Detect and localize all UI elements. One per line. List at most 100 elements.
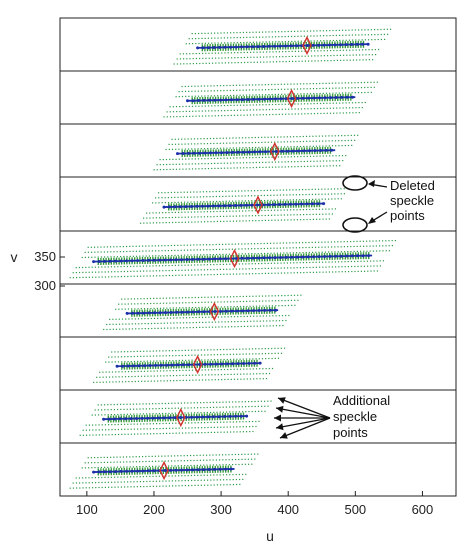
arrow-line	[277, 397, 331, 419]
speckle-row	[72, 265, 381, 274]
speckle-row	[106, 319, 287, 326]
panel-2	[59, 70, 457, 125]
blue-points	[196, 42, 370, 50]
speckle-row	[176, 54, 377, 60]
annotation-line: speckle	[333, 409, 377, 424]
center-marker	[209, 301, 220, 322]
speckle-row	[165, 144, 353, 151]
speckle-row	[103, 325, 284, 331]
speckle-row	[84, 245, 393, 253]
speckle-row	[97, 400, 272, 406]
arrow-head	[276, 423, 284, 431]
blue-points	[115, 361, 262, 368]
panels-group	[59, 17, 457, 497]
arrow-line	[279, 417, 331, 439]
speckle-row	[178, 86, 375, 93]
speckle-row	[82, 425, 257, 431]
deleted-ellipse-bottom	[342, 217, 368, 233]
y-axis-label: v	[11, 249, 18, 265]
x-axis-label: u	[266, 528, 274, 544]
speckle-row	[152, 198, 342, 204]
speckle-row	[105, 357, 280, 363]
annotation-line: points	[390, 208, 425, 223]
arrow-head	[368, 217, 376, 224]
speckle-row	[155, 193, 345, 199]
panel-frame	[59, 70, 457, 125]
panel-3	[59, 123, 457, 178]
speckle-row	[108, 352, 283, 358]
center-marker	[192, 354, 203, 375]
speckle-row	[87, 453, 259, 459]
annotation-deleted: Deleted speckle points	[342, 175, 435, 233]
panel-6	[59, 283, 457, 338]
panel-frame	[59, 442, 457, 497]
center-marker	[253, 195, 263, 215]
speckle-row	[166, 107, 363, 113]
x-axis: 100 200 300 400 500 600	[76, 491, 433, 517]
speckle-row	[158, 188, 348, 194]
panel-7	[59, 336, 457, 391]
speckle-row	[72, 478, 244, 484]
center-marker	[176, 407, 186, 428]
speckle-row	[171, 134, 359, 140]
blue-points	[176, 148, 333, 156]
panel-9	[59, 442, 457, 497]
y-tick-label: 350	[34, 249, 56, 264]
blue-points	[162, 202, 325, 209]
speckle-row	[188, 33, 389, 40]
blue-points	[92, 254, 371, 264]
annotation-line: points	[333, 425, 368, 440]
speckle-row	[143, 213, 333, 219]
annotation-line: Deleted	[390, 178, 435, 193]
speckle-row	[169, 101, 366, 108]
speckle-row	[118, 299, 299, 305]
speckle-row	[69, 270, 378, 279]
panel-5	[59, 230, 457, 285]
panel-8	[59, 389, 457, 444]
speckle-row	[81, 250, 390, 259]
speckle-row	[69, 483, 241, 489]
center-marker	[269, 141, 280, 162]
speckle-row	[163, 112, 360, 118]
speckle-row	[94, 405, 269, 411]
speckle-row	[75, 473, 247, 479]
x-tick-label: 300	[210, 502, 232, 517]
speckle-row	[173, 59, 374, 65]
speckle-row	[191, 28, 392, 35]
annotation-deleted-text: Deleted speckle points	[390, 178, 435, 223]
speckle-row	[85, 420, 260, 426]
arrow-line	[275, 417, 331, 429]
deleted-ellipse-top	[342, 175, 368, 191]
center-marker	[159, 460, 169, 481]
y-tick-label: 300	[34, 278, 56, 293]
arrow-head	[280, 432, 288, 439]
speckle-row	[84, 458, 256, 464]
arrow-head	[368, 180, 375, 187]
blue-points	[102, 414, 249, 421]
arrow-head	[276, 405, 284, 413]
speckle-row	[109, 314, 290, 320]
speckle-row	[179, 48, 380, 55]
speckle-row	[75, 260, 384, 269]
speckle-row	[153, 165, 341, 171]
speckle-row	[96, 372, 271, 378]
panel-frame	[59, 17, 457, 72]
annotation-line: speckle	[390, 193, 434, 208]
x-tick-label: 500	[344, 502, 366, 517]
speckle-row	[175, 91, 372, 98]
speckle-row	[79, 430, 254, 436]
speckle-row	[115, 304, 296, 310]
speckle-row	[168, 139, 356, 145]
speckle-row	[140, 218, 330, 224]
annotation-additional: Additional speckle points	[274, 393, 390, 440]
y-axis: 350 300	[34, 249, 65, 293]
speckle-row	[93, 378, 268, 383]
blue-points	[92, 467, 233, 474]
speckle-row	[121, 294, 302, 300]
arrow-head	[278, 397, 286, 404]
x-tick-label: 200	[143, 502, 165, 517]
x-tick-label: 600	[412, 502, 434, 517]
annotation-line: Additional	[333, 393, 390, 408]
